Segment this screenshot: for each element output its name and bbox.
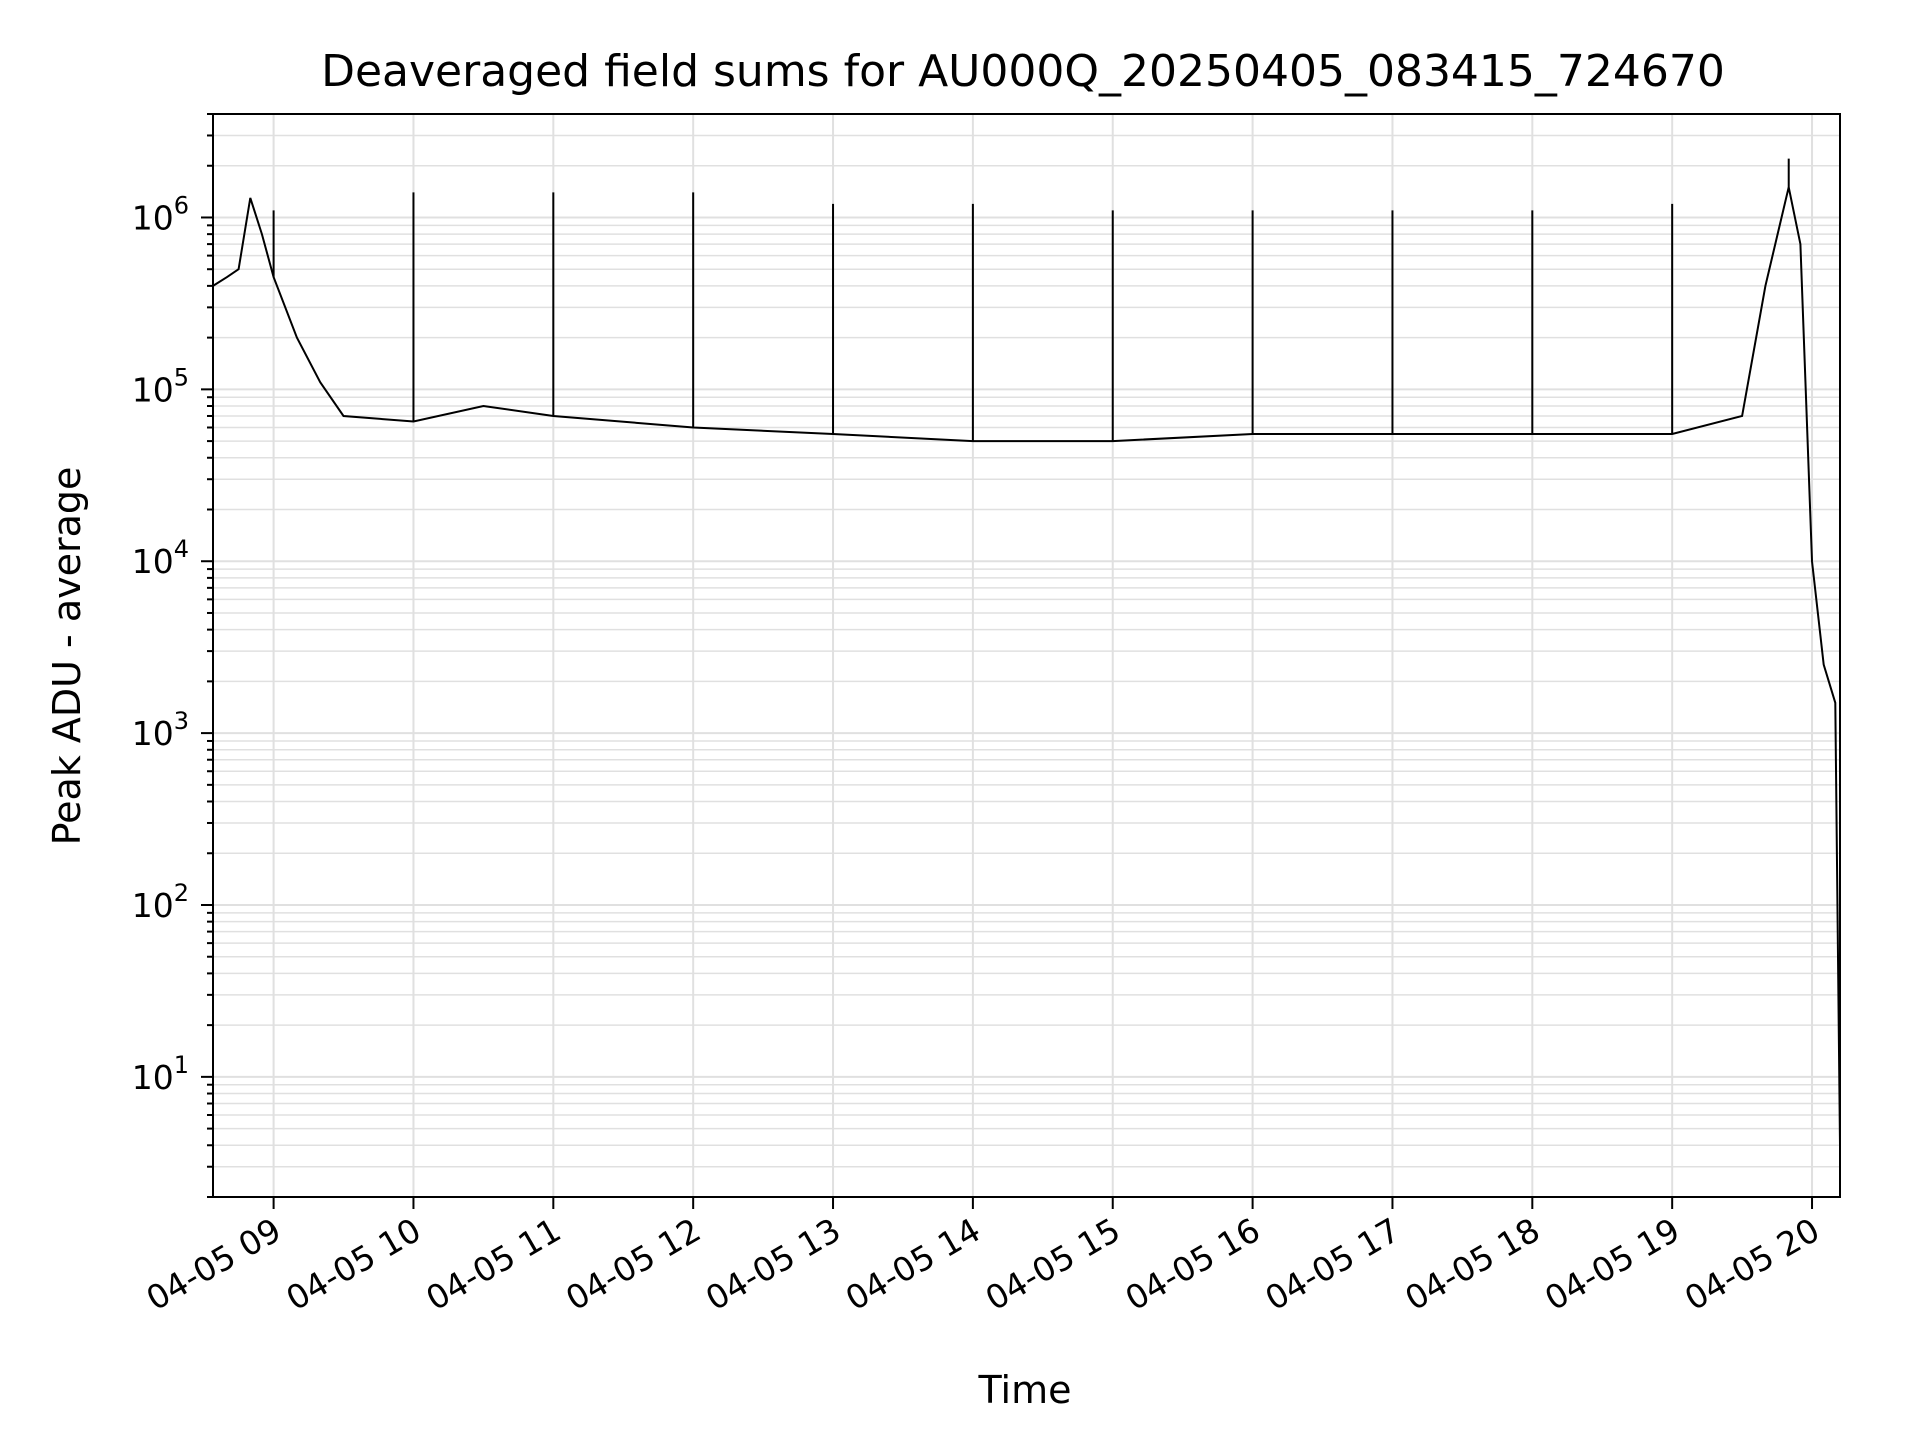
series-line [212,186,1841,1146]
y-axis-label: Peak ADU - average [45,467,89,846]
x-tick-label: 04-05 14 [839,1210,987,1318]
y-tick-label: 101 [132,1051,189,1097]
y-tick-label: 105 [132,363,189,409]
x-tick-label: 04-05 15 [979,1210,1127,1318]
x-tick-label: 04-05 19 [1538,1210,1686,1318]
chart-title: Deaveraged field sums for AU000Q_2025040… [321,46,1725,97]
x-tick-label: 04-05 12 [559,1210,707,1318]
x-tick-label: 04-05 10 [279,1210,427,1318]
y-tick-label: 104 [132,535,189,581]
x-tick-label: 04-05 11 [419,1210,567,1318]
x-tick-label: 04-05 17 [1258,1210,1406,1318]
x-tick-label: 04-05 16 [1119,1210,1267,1318]
y-tick-label: 102 [132,879,189,925]
x-tick-label: 04-05 20 [1678,1210,1826,1318]
x-tick-label: 04-05 09 [140,1210,288,1318]
series-line-path [212,186,1841,1146]
spike-group [272,158,1790,442]
grid [213,113,1840,1198]
plot-frame [212,113,1841,1198]
x-axis-label: Time [978,1368,1072,1412]
x-tick-label: 04-05 18 [1398,1210,1546,1318]
y-tick-label: 103 [132,707,189,753]
x-tick-label: 04-05 13 [699,1210,847,1318]
y-tick-label: 106 [132,191,189,237]
y-axis-ticks: 101 102 103 104 105 106 [132,113,213,1198]
